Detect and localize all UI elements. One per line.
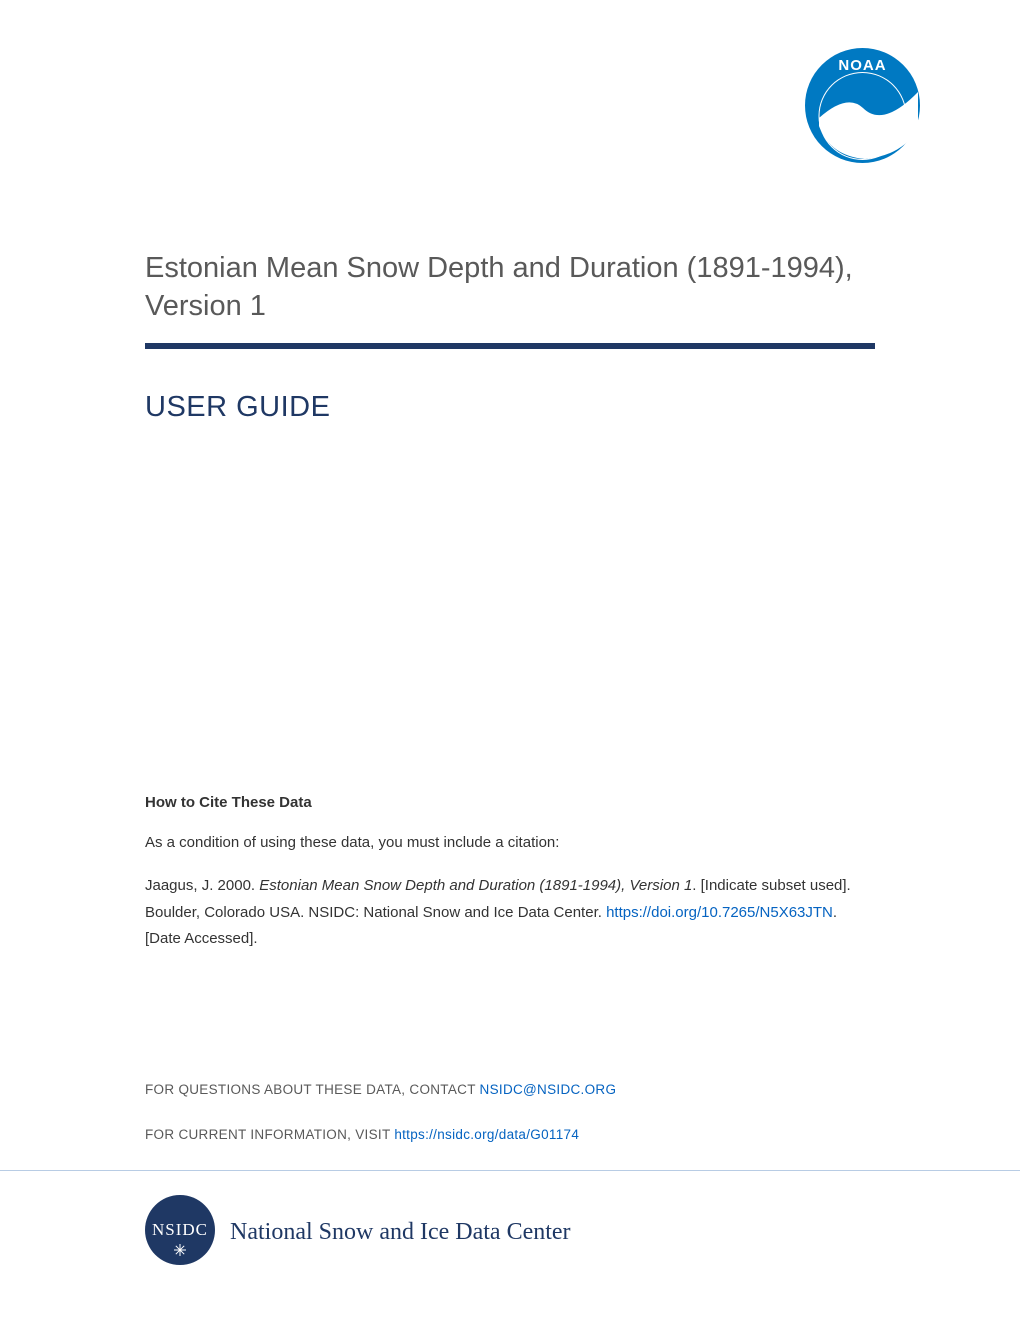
citation-author-year: Jaagus, J. 2000. [145, 877, 259, 894]
contact-email-link[interactable]: NSIDC@NSIDC.ORG [480, 1082, 617, 1097]
nsidc-full-name: National Snow and Ice Data Center [230, 1219, 571, 1246]
footer: NSIDC National Snow and Ice Data Center [145, 1195, 571, 1270]
citation-doi-link[interactable]: https://doi.org/10.7265/N5X63JTN [606, 904, 833, 921]
title-divider [145, 343, 875, 349]
document-title: Estonian Mean Snow Depth and Duration (1… [145, 250, 875, 325]
citation-heading: How to Cite These Data [145, 794, 875, 811]
citation-section: How to Cite These Data As a condition of… [145, 794, 875, 952]
nsidc-logo: NSIDC [145, 1195, 215, 1270]
subtitle-user-guide: USER GUIDE [145, 391, 875, 424]
contact-questions-line: FOR QUESTIONS ABOUT THESE DATA, CONTACT … [145, 1082, 875, 1097]
current-info-link[interactable]: https://nsidc.org/data/G01174 [394, 1127, 579, 1142]
svg-text:NSIDC: NSIDC [152, 1220, 208, 1239]
citation-body: Jaagus, J. 2000. Estonian Mean Snow Dept… [145, 873, 875, 952]
citation-work-title: Estonian Mean Snow Depth and Duration (1… [259, 877, 692, 894]
noaa-logo: NOAA [805, 48, 920, 168]
footer-divider [0, 1170, 1020, 1171]
current-info-label: FOR CURRENT INFORMATION, VISIT [145, 1127, 394, 1142]
citation-intro: As a condition of using these data, you … [145, 831, 875, 855]
current-info-line: FOR CURRENT INFORMATION, VISIT https://n… [145, 1127, 875, 1142]
svg-text:NOAA: NOAA [838, 57, 886, 74]
contact-questions-label: FOR QUESTIONS ABOUT THESE DATA, CONTACT [145, 1082, 480, 1097]
